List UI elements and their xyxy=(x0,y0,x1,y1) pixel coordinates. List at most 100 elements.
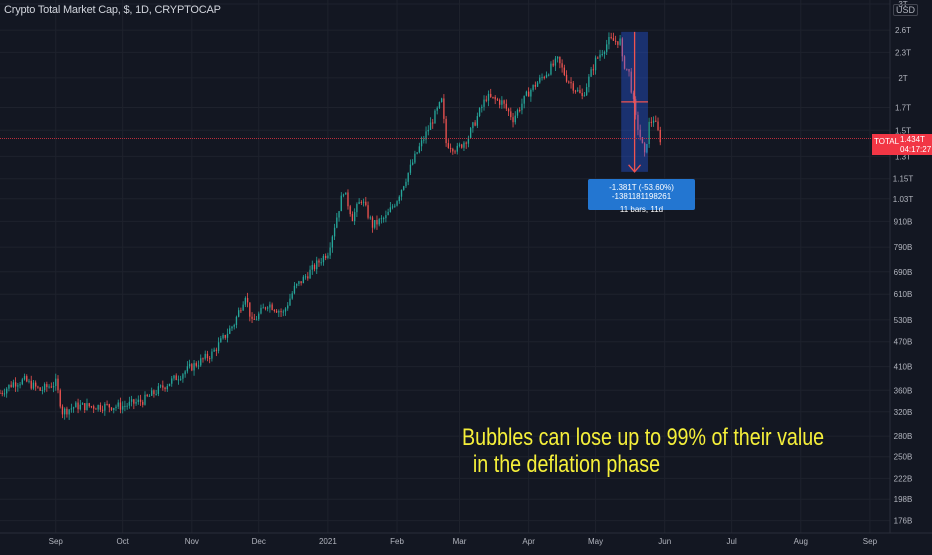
candle-body xyxy=(512,117,514,123)
candle-body xyxy=(534,84,537,87)
candle-body xyxy=(184,371,186,375)
time-axis-bg[interactable] xyxy=(0,533,890,550)
candle-body xyxy=(476,116,479,126)
candle-body xyxy=(6,388,8,394)
measure-bars-text: 11 bars, 11d xyxy=(619,205,664,214)
candle-body xyxy=(217,342,220,351)
candle-body xyxy=(273,309,276,311)
candle-body xyxy=(168,383,171,387)
x-tick-label: Feb xyxy=(390,537,404,546)
x-tick-label: Aug xyxy=(794,537,808,546)
candle-body xyxy=(224,335,226,338)
candle-body xyxy=(139,399,142,402)
candle-body xyxy=(496,99,499,101)
candle-body xyxy=(409,164,412,173)
measure-tool[interactable] xyxy=(621,31,648,173)
price-axis-bg[interactable] xyxy=(890,0,932,533)
candle-body xyxy=(389,207,392,212)
candle-body xyxy=(643,143,646,153)
candle-body xyxy=(407,172,409,182)
candle-body xyxy=(628,68,630,72)
candle-body xyxy=(260,307,262,314)
y-tick-label: 410B xyxy=(894,363,913,372)
candle-body xyxy=(356,204,358,213)
candle-body xyxy=(626,68,628,70)
candle-body xyxy=(659,129,661,143)
candle-body xyxy=(262,307,264,309)
candle-body xyxy=(403,186,405,190)
candle-body xyxy=(271,304,273,310)
candle-body xyxy=(229,328,231,334)
y-tick-label: 360B xyxy=(894,386,913,395)
candle-body xyxy=(527,91,530,97)
candle-body xyxy=(289,298,291,306)
candle-body xyxy=(590,69,592,77)
candle-body xyxy=(95,408,97,410)
candle-body xyxy=(8,384,10,389)
candle-body xyxy=(380,218,383,220)
candle-body xyxy=(485,99,487,101)
candle-body xyxy=(166,386,168,390)
candle-body xyxy=(345,192,347,195)
candle-body xyxy=(41,390,44,392)
candle-body xyxy=(382,218,385,220)
candle-body xyxy=(418,146,421,153)
candle-body xyxy=(124,405,126,407)
candle-body xyxy=(572,83,574,91)
candle-body xyxy=(320,262,322,264)
candle-body xyxy=(632,92,635,100)
candle-body xyxy=(1,392,3,394)
candle-body xyxy=(10,384,12,387)
candle-body xyxy=(191,364,193,371)
candle-body xyxy=(19,384,21,386)
candle-body xyxy=(200,358,202,366)
candle-body xyxy=(246,298,249,303)
candle-body xyxy=(64,408,66,415)
candle-body xyxy=(635,99,637,115)
candle-body xyxy=(338,211,340,218)
candle-body xyxy=(251,316,253,319)
candle-body xyxy=(429,122,432,130)
candle-body xyxy=(369,217,371,219)
candle-body xyxy=(365,201,367,206)
candle-body xyxy=(304,276,307,278)
candle-body xyxy=(135,402,137,404)
measure-info-box: -1.381T (-53.60%) -1381181198261 11 bars… xyxy=(588,179,695,214)
price-label-value: 1.434T xyxy=(900,135,925,144)
candle-body xyxy=(621,38,623,57)
candle-body xyxy=(543,77,545,79)
candle-body xyxy=(490,93,492,97)
candle-body xyxy=(548,74,550,76)
candle-body xyxy=(322,255,325,263)
candle-body xyxy=(215,349,218,351)
candle-body xyxy=(180,378,182,380)
chart-title: Crypto Total Market Cap, $, 1D, CRYPTOCA… xyxy=(4,4,221,16)
currency-label[interactable]: USD xyxy=(893,4,919,16)
x-tick-label: Sep xyxy=(49,537,64,546)
candle-body xyxy=(0,392,1,394)
candle-body xyxy=(487,93,490,101)
candle-body xyxy=(284,308,287,312)
candle-body xyxy=(175,375,177,381)
candle-body xyxy=(507,108,510,112)
candle-body xyxy=(333,227,336,237)
x-tick-label: Dec xyxy=(252,537,266,546)
candle-body xyxy=(652,120,655,123)
candle-body xyxy=(226,333,229,338)
candle-body xyxy=(530,89,532,97)
candle-body xyxy=(523,95,525,104)
y-tick-label: 198B xyxy=(894,495,913,504)
candle-body xyxy=(536,82,539,87)
candle-body xyxy=(657,121,659,130)
y-tick-label: 470B xyxy=(894,338,913,347)
candle-body xyxy=(162,385,164,388)
candle-body xyxy=(255,319,258,321)
annotation-text[interactable]: Bubbles can lose up to 99% of their valu… xyxy=(462,424,824,478)
time-axis[interactable]: Sep Oct Nov Dec 2021 Feb Mar Apr May Jun Jul Aug Sep xyxy=(49,537,878,546)
candle-body xyxy=(583,95,586,97)
candle-body xyxy=(209,358,211,360)
price-axis[interactable]: 3T2.6T2.3T2T1.7T1.5T1.3T1.15T1.03T910B79… xyxy=(893,0,914,526)
candle-body xyxy=(565,74,568,82)
